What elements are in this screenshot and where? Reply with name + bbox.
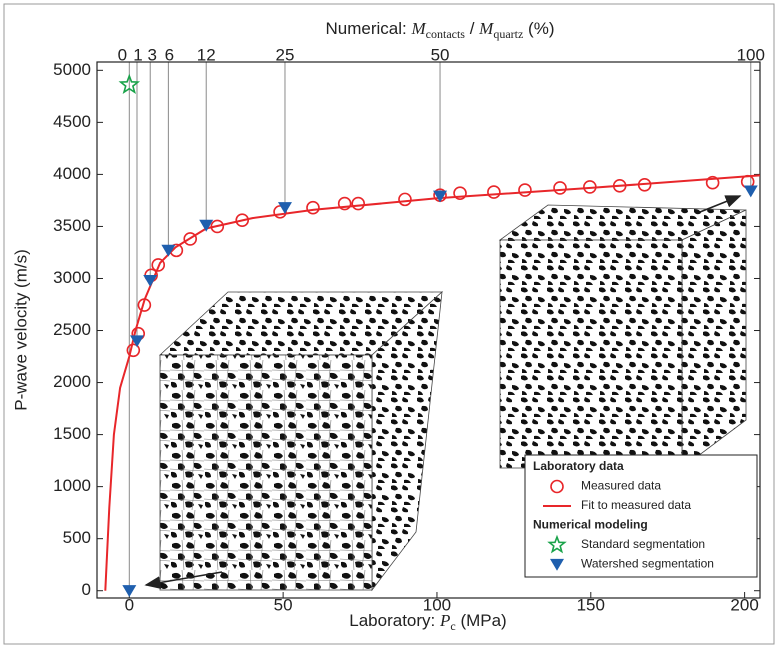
measured-point	[183, 232, 198, 246]
measured-point	[518, 183, 532, 197]
plot-frame	[96, 61, 761, 599]
watershed-point	[122, 585, 137, 598]
y-tick-label: 0	[82, 580, 91, 599]
legend-swatch	[550, 558, 564, 571]
top-tick-label: 6	[165, 45, 174, 64]
top-tick-label: 3	[147, 45, 156, 64]
measured-point	[705, 175, 720, 190]
y-tick-label: 2000	[53, 372, 91, 391]
watershed-point	[433, 190, 448, 203]
watershed-point	[129, 335, 144, 348]
legend-swatch	[547, 534, 567, 554]
measured-point	[351, 196, 366, 211]
top-tick-label: 1	[133, 45, 142, 64]
frame	[3, 3, 775, 645]
cube-front	[499, 239, 683, 469]
top-axis-label: Numerical: Mcontacts / Mquartz (%)	[326, 19, 555, 41]
y-axis-label: P-wave velocity (m/s)	[11, 249, 30, 411]
y-tick-label: 5000	[53, 60, 91, 79]
y-tick-label: 4000	[53, 164, 91, 183]
legend-group: Numerical modeling	[533, 518, 648, 532]
x-tick-label: 0	[125, 595, 134, 614]
y-tick-label: 3000	[53, 268, 91, 287]
top-tick-label: 12	[197, 45, 216, 64]
cube-side	[681, 209, 747, 469]
y-tick-label: 500	[63, 528, 91, 547]
top-tick-label: 25	[276, 45, 295, 64]
x-tick-label: 100	[423, 595, 451, 614]
arrow	[144, 571, 223, 589]
x-tick-label: 200	[730, 595, 758, 614]
y-tick-label: 1000	[53, 476, 91, 495]
measured-point	[453, 186, 467, 200]
x-axis-label: Laboratory: Pc (MPa)	[349, 611, 506, 633]
top-tick-label: 0	[118, 45, 127, 64]
measured-point	[487, 185, 501, 199]
measured-point	[151, 258, 166, 272]
top-tick-label: 50	[431, 45, 450, 64]
x-tick-label: 150	[577, 595, 605, 614]
y-tick-label: 1500	[53, 424, 91, 443]
watershed-point	[743, 185, 758, 198]
watershed-point	[277, 202, 292, 215]
fit-line	[104, 174, 760, 591]
top-tick-label: 100	[737, 45, 765, 64]
series-layer	[104, 73, 760, 591]
measured-point	[126, 343, 141, 358]
legend-label: Fit to measured data	[581, 498, 691, 512]
legend-label: Standard segmentation	[581, 537, 705, 551]
measured-point	[306, 200, 320, 215]
y-tick-label: 4500	[53, 112, 91, 131]
measured-point	[398, 192, 412, 207]
y-tick-label: 3500	[53, 216, 91, 235]
plot-decor	[144, 195, 747, 592]
measured-point	[235, 213, 250, 227]
watershed-point	[161, 244, 176, 257]
measured-point	[553, 181, 567, 195]
measured-point	[337, 196, 352, 211]
legend-group: Laboratory data	[533, 459, 624, 473]
watershed-point	[199, 219, 214, 232]
legend-label: Measured data	[581, 479, 661, 493]
legend-label: Watershed segmentation	[581, 557, 714, 571]
arrow	[699, 195, 742, 213]
standard-point	[118, 73, 141, 95]
legend-swatch	[550, 479, 564, 494]
watershed-point	[143, 274, 158, 287]
legend-box	[524, 454, 758, 578]
cube-front	[159, 354, 373, 591]
y-tick-label: 2500	[53, 320, 91, 339]
x-tick-label: 50	[274, 595, 293, 614]
